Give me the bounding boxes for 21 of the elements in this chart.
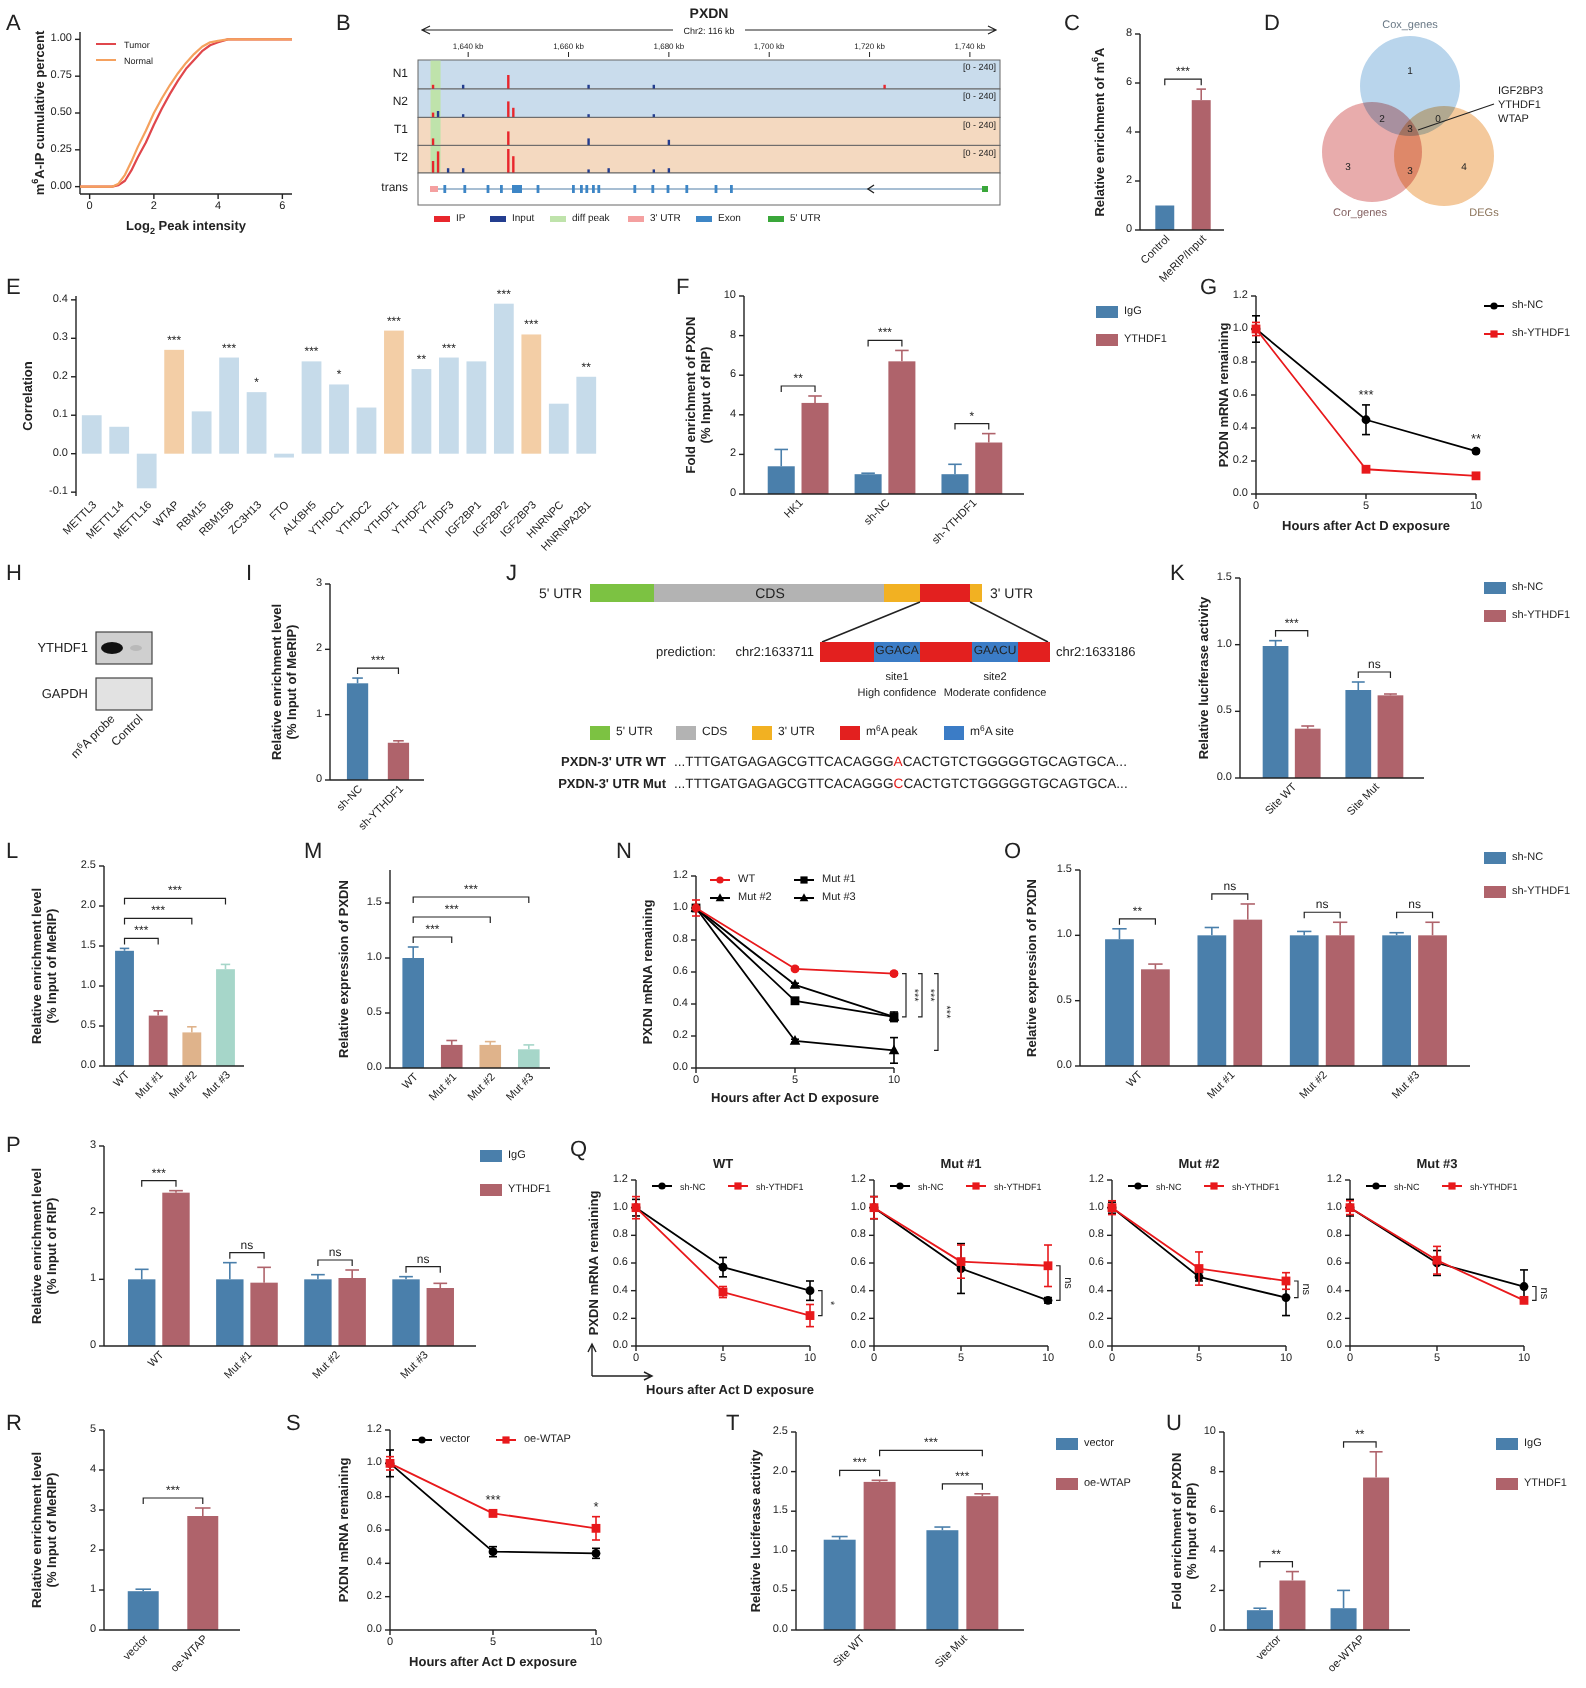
text: S <box>286 1412 301 1436</box>
text: J <box>506 562 517 586</box>
text: N <box>616 840 632 864</box>
text: C <box>1064 12 1080 36</box>
text: M <box>304 840 323 864</box>
text: I <box>246 562 253 586</box>
text: O <box>1004 840 1022 864</box>
text: F <box>676 276 690 300</box>
text: D <box>1264 12 1280 36</box>
text: A <box>6 12 22 36</box>
text: Q <box>570 1138 588 1162</box>
text: G <box>1200 276 1218 300</box>
text: E <box>6 276 21 300</box>
text: P <box>6 1134 21 1158</box>
text: U <box>1166 1412 1182 1436</box>
text: L <box>6 840 19 864</box>
text: K <box>1170 562 1186 586</box>
text: B <box>336 12 351 36</box>
text: T <box>726 1412 740 1436</box>
text: H <box>6 562 22 586</box>
text: R <box>6 1412 22 1436</box>
